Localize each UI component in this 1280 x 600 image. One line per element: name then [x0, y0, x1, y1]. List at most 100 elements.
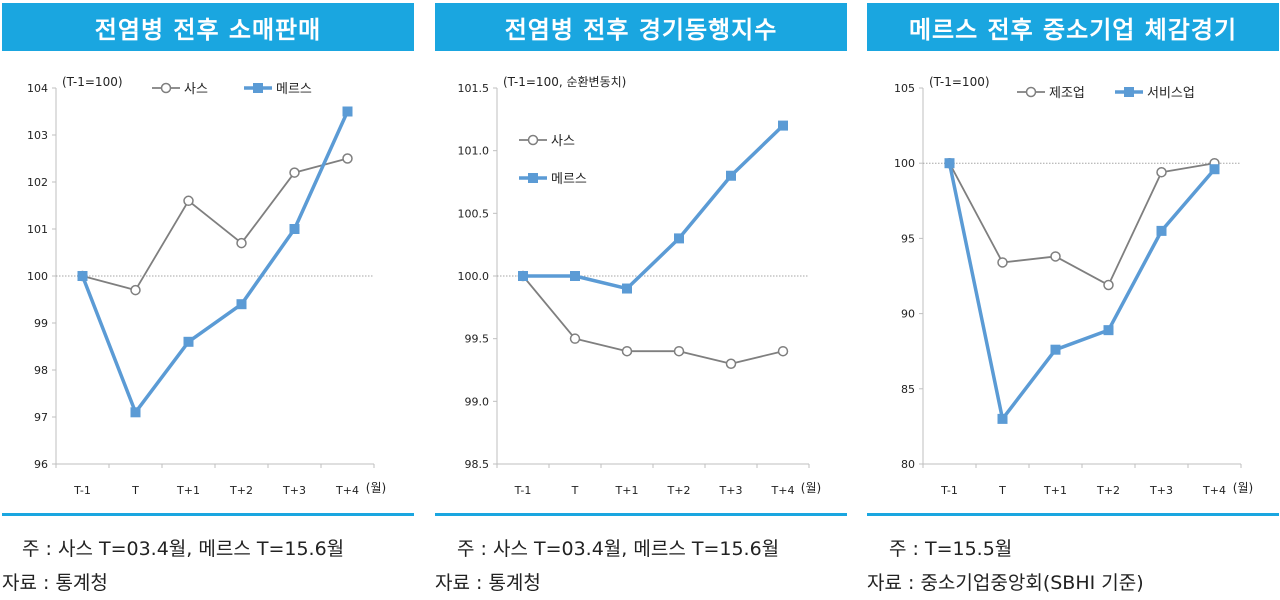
y-tick-label: 100	[27, 270, 48, 283]
x-tick-label: T+3	[1149, 484, 1173, 497]
footer-divider	[435, 513, 847, 516]
series-line-1	[80, 110, 350, 415]
x-unit-label: (월)	[1233, 481, 1253, 495]
chart-note: 주 : 사스 T=03.4월, 메르스 T=15.6월	[457, 534, 779, 561]
data-point-circle	[236, 237, 247, 249]
y-tick-label: 105	[894, 82, 915, 95]
note-label: 주 :	[889, 538, 919, 560]
note-text: 사스 T=03.4월, 메르스 T=15.6월	[492, 538, 780, 560]
data-point-circle	[342, 153, 353, 164]
y-tick-label: 100.5	[458, 207, 490, 220]
y-tick-label: 99.5	[465, 333, 490, 346]
note-text: T=15.5월	[924, 538, 1013, 560]
y-tick-label: 97	[34, 411, 48, 424]
data-point-circle	[569, 333, 581, 344]
y-tick-label: 99	[34, 317, 48, 330]
data-point-circle	[673, 345, 685, 357]
source-text: 통계청	[55, 572, 108, 594]
data-point-square	[1103, 325, 1114, 336]
x-tick-label: T+4	[335, 484, 359, 497]
data-point-square	[236, 299, 247, 310]
series-line-0	[522, 275, 784, 365]
x-tick-label: T-1	[514, 484, 532, 497]
data-point-square	[518, 271, 528, 281]
chart-note: 주 : T=15.5월	[889, 534, 1012, 561]
chart-note: 주 : 사스 T=03.4월, 메르스 T=15.6월	[22, 534, 344, 561]
y-tick-label: 104	[27, 82, 48, 95]
data-point-square	[1050, 344, 1061, 355]
source-text: 중소기업중앙회(SBHI 기준)	[920, 572, 1144, 594]
source-label: 자료 :	[2, 572, 50, 594]
chart-title-bar: 전염병 전후 소매판매	[2, 3, 414, 51]
chart-title: 전염병 전후 소매판매	[94, 15, 322, 44]
y-tick-label: 102	[27, 176, 48, 189]
line-chart-svg: 98.5 99.0 99.5 100.0 100.5 101.0 101.5 T-1 T T+1 T…	[458, 75, 822, 497]
series-line-1	[947, 162, 1216, 421]
legend-marker-square	[1124, 87, 1134, 97]
x-tick-label: T+1	[176, 484, 200, 497]
legend-marker-circle	[527, 134, 539, 146]
data-point-square	[1156, 225, 1167, 236]
legend-marker-square	[253, 83, 263, 93]
data-point-square	[130, 407, 141, 418]
chart-title: 전염병 전후 경기동행지수	[504, 15, 778, 44]
data-point-circle	[725, 358, 737, 369]
series-line-0	[948, 162, 1215, 286]
note-text: 사스 T=03.4월, 메르스 T=15.6월	[57, 538, 345, 560]
chart-panel-retail-sales: 전염병 전후 소매판매 96 97 98 99 100 101 102 103 104 T-1 T T…	[2, 0, 414, 600]
legend-label: 사스	[184, 82, 208, 97]
x-unit-label: (월)	[801, 481, 821, 495]
y-tick-label: 101	[27, 223, 48, 236]
legend-label: 메르스	[551, 172, 587, 187]
line-chart-svg: 96 97 98 99 100 101 102 103 104 T-1 T T+1 T+2 T+3 T+4 (…	[27, 75, 386, 497]
chart-source: 자료 : 통계청	[435, 568, 541, 595]
y-tick-label: 85	[901, 383, 915, 396]
data-point-square	[342, 106, 353, 117]
y-tick-label: 103	[27, 129, 48, 142]
y-tick-label: 98.5	[465, 458, 490, 471]
unit-note: (T-1=100)	[929, 75, 990, 89]
chart-title-bar: 전염병 전후 경기동행지수	[435, 3, 847, 51]
y-tick-label: 101.5	[458, 82, 490, 95]
x-tick-label: T+4	[1202, 484, 1226, 497]
data-point-circle	[1050, 251, 1061, 262]
source-label: 자료 :	[435, 572, 483, 594]
legend-label: 메르스	[276, 82, 312, 97]
y-tick-label: 90	[901, 308, 915, 321]
source-label: 자료 :	[867, 572, 915, 594]
x-tick-label: T+2	[667, 484, 691, 497]
x-tick-label: T+2	[229, 484, 253, 497]
x-tick-label: T-1	[940, 484, 958, 497]
legend-label: 서비스업	[1147, 86, 1195, 101]
data-point-square	[674, 233, 684, 244]
data-point-circle	[1156, 166, 1167, 178]
y-tick-label: 80	[901, 458, 915, 471]
x-tick-label: T+3	[282, 484, 306, 497]
chart-panel-sme-sentiment: 메르스 전후 중소기업 체감경기 80 85 90 95 100 105 T-1 T T+1 T+…	[867, 0, 1279, 600]
data-point-square	[726, 170, 736, 181]
data-point-circle	[289, 167, 300, 178]
x-tick-label: T	[131, 484, 139, 497]
data-point-square	[622, 283, 632, 294]
legend-marker-circle	[160, 82, 172, 94]
y-tick-label: 98	[34, 364, 48, 377]
y-tick-label: 101.0	[458, 145, 490, 158]
plot-area: 98.5 99.0 99.5 100.0 100.5 101.0 101.5 T-1 T T+1 T…	[435, 64, 847, 508]
chart-source: 자료 : 통계청	[2, 568, 108, 595]
data-point-circle	[130, 284, 141, 296]
x-tick-label: T+2	[1096, 484, 1120, 497]
legend-label: 사스	[551, 134, 575, 149]
source-text: 통계청	[488, 572, 541, 594]
chart-source: 자료 : 중소기업중앙회(SBHI 기준)	[867, 568, 1144, 595]
x-tick-label: T+4	[771, 484, 795, 497]
plot-area: 96 97 98 99 100 101 102 103 104 T-1 T T+1 T+2 T+3 T+4 (…	[2, 64, 414, 508]
data-point-square	[570, 271, 580, 281]
footer-divider	[867, 513, 1279, 516]
data-point-square	[778, 120, 788, 131]
data-point-circle	[183, 195, 194, 207]
legend-marker-circle	[1025, 86, 1037, 98]
chart-title: 메르스 전후 중소기업 체감경기	[908, 15, 1238, 44]
data-point-circle	[997, 257, 1008, 268]
unit-note: (T-1=100, 순환변동치)	[503, 75, 626, 89]
y-tick-label: 100.0	[458, 270, 490, 283]
